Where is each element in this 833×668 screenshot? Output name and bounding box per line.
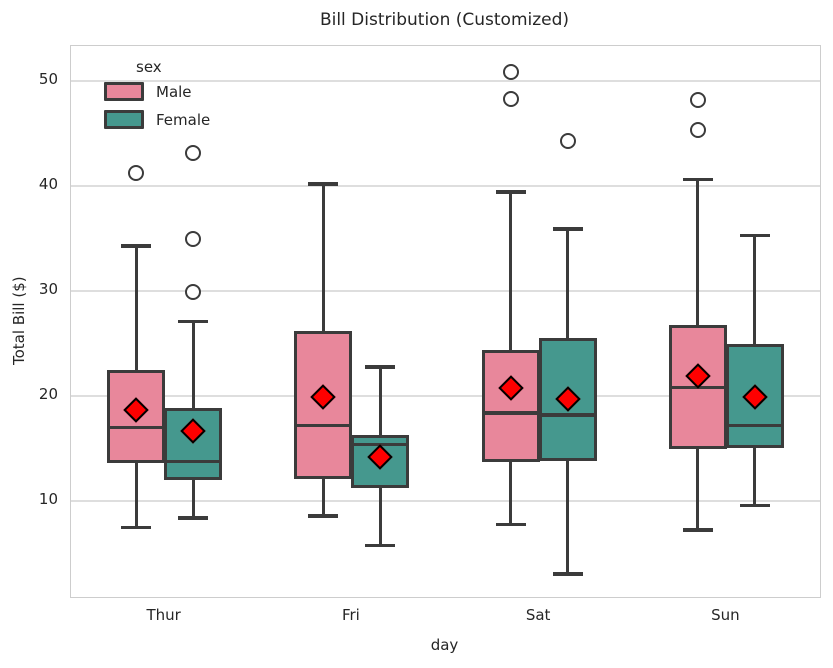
median-sun-female [728, 424, 781, 428]
outlier-sat-male [502, 90, 519, 107]
x-axis-label: day [430, 636, 459, 654]
box-sat-male [481, 350, 540, 462]
whisker-cap-bottom-sat-female [552, 572, 583, 576]
median-fri-male [297, 424, 350, 428]
whisker-cap-top-sat-male [495, 190, 526, 194]
median-thur-male [110, 426, 163, 430]
median-sat-male [484, 411, 537, 415]
whisker-cap-bottom-thur-female [178, 516, 209, 520]
box-fri-male [294, 330, 353, 479]
legend-item-male: Male [104, 82, 210, 101]
outlier-thur-male [128, 165, 145, 182]
whisker-cap-top-fri-female [365, 365, 396, 369]
legend-swatch-female-icon [104, 110, 144, 129]
whisker-cap-top-sat-female [552, 227, 583, 231]
x-tick-label-fri: Fri [341, 606, 360, 624]
gridline-y-30 [71, 290, 820, 292]
y-axis-label: Total Bill ($) [10, 276, 28, 365]
y-tick-label: 10 [38, 490, 58, 509]
median-sat-female [541, 413, 594, 417]
y-tick-label: 20 [38, 385, 58, 404]
legend-label-female: Female [156, 110, 211, 129]
outlier-thur-female [185, 145, 202, 162]
legend-label-male: Male [156, 82, 192, 101]
gridline-y-50 [71, 79, 820, 82]
legend-title: sex [136, 58, 162, 76]
outlier-sat-female [559, 132, 576, 149]
legend-swatch-male-icon [104, 82, 144, 101]
whisker-cap-bottom-thur-male [121, 525, 152, 530]
outlier-sun-male [689, 91, 706, 108]
y-tick-label: 50 [38, 69, 58, 88]
whisker-cap-top-sun-male [682, 177, 713, 182]
x-tick-label-sun: Sun [711, 606, 740, 624]
legend-item-female: Female [104, 110, 210, 129]
whisker-cap-bottom-fri-male [308, 514, 339, 518]
x-tick-label-sat: Sat [525, 606, 551, 624]
outlier-thur-female [185, 231, 202, 248]
gridline-y-40 [71, 184, 820, 187]
x-tick-label-thur: Thur [146, 606, 181, 624]
legend: sex Male Female [104, 58, 210, 138]
gridline-y-20 [71, 395, 820, 398]
y-tick-label: 30 [38, 280, 58, 298]
outlier-sat-male [502, 64, 519, 81]
y-tick-label: 40 [38, 174, 58, 193]
whisker-cap-top-thur-female [178, 319, 209, 324]
plot-area: sex Male Female [70, 45, 821, 598]
gridline-y-10 [71, 500, 820, 503]
whisker-cap-top-fri-male [308, 182, 339, 186]
outlier-thur-female [185, 284, 202, 301]
whisker-cap-bottom-sun-male [682, 528, 713, 532]
whisker-cap-top-sun-female [739, 233, 770, 238]
whisker-cap-bottom-fri-female [365, 543, 396, 548]
whisker-cap-top-thur-male [121, 244, 152, 248]
whisker-cap-bottom-sun-female [739, 503, 770, 508]
median-thur-female [167, 459, 220, 463]
chart-title: Bill Distribution (Customized) [319, 10, 570, 30]
whisker-cap-bottom-sat-male [495, 522, 526, 527]
outlier-sun-male [689, 122, 706, 139]
